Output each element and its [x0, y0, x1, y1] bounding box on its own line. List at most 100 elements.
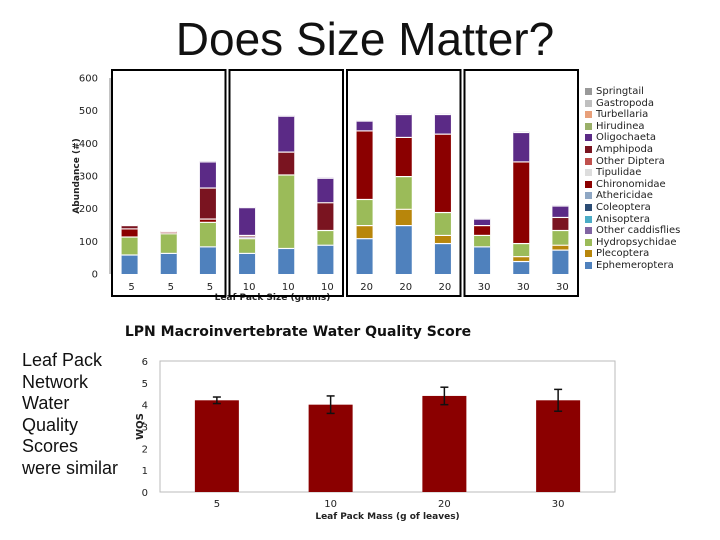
- segment-separator: [552, 229, 569, 232]
- legend-label: Tipulidae: [596, 167, 642, 179]
- segment-separator: [239, 252, 256, 254]
- segment-separator: [434, 242, 451, 245]
- legend-item: Springtail: [585, 86, 715, 98]
- x-tick-label: 30: [517, 282, 530, 293]
- legend-label: Amphipoda: [596, 143, 653, 155]
- x-tick-label: 10: [243, 282, 256, 293]
- segment-separator: [474, 234, 491, 236]
- x-axis-label: Leaf Pack Size (grams): [215, 293, 331, 303]
- wqs-bar: [308, 404, 353, 492]
- bar-segment: [552, 249, 569, 274]
- y-axis-label: WQS: [135, 413, 146, 440]
- bar-segment: [121, 228, 138, 237]
- legend-swatch: [585, 250, 592, 258]
- legend-swatch: [585, 111, 592, 119]
- legend-label: Turbellaria: [596, 109, 649, 121]
- segment-separator: [317, 202, 334, 204]
- bar-segment: [121, 254, 138, 274]
- legend-item: Tipulidae: [585, 167, 715, 179]
- segment-separator: [278, 151, 295, 153]
- bar-segment: [513, 161, 530, 243]
- bar-segment: [356, 238, 373, 274]
- segment-separator: [434, 234, 451, 236]
- segment-separator: [474, 246, 491, 248]
- x-axis-label: Leaf Pack Mass (g of leaves): [315, 512, 459, 522]
- group-frame: [228, 69, 344, 297]
- x-tick-label: 5: [128, 282, 134, 293]
- legend-swatch: [585, 180, 592, 188]
- segment-separator: [513, 260, 530, 263]
- y-tick-label: 200: [79, 204, 98, 215]
- legend-label: Gastropoda: [596, 97, 654, 109]
- bar-segment: [395, 225, 412, 274]
- legend-swatch: [585, 122, 592, 130]
- legend-swatch: [585, 192, 592, 200]
- y-tick-label: 500: [79, 106, 98, 117]
- bar-segment: [434, 211, 451, 235]
- bar-segment: [121, 225, 138, 229]
- segment-separator: [395, 136, 412, 138]
- bar-segment: [239, 238, 256, 253]
- group-frame: [346, 69, 462, 297]
- bar-segment: [395, 113, 412, 137]
- legend-item: Anisoptera: [585, 214, 715, 226]
- segment-separator: [474, 225, 491, 227]
- bar-segment: [552, 244, 569, 250]
- legend-label: Hirudinea: [596, 120, 645, 132]
- bar-segment: [278, 247, 295, 274]
- segment-separator: [434, 133, 451, 135]
- bar-segment: [356, 198, 373, 225]
- y-tick-label: 0: [92, 270, 98, 281]
- segment-separator: [513, 131, 530, 134]
- y-tick-label: 100: [79, 237, 98, 248]
- bar-segment: [552, 229, 569, 245]
- legend-swatch: [585, 99, 592, 107]
- segment-separator: [552, 244, 569, 246]
- bar-segment: [513, 256, 530, 261]
- bar-segment: [317, 229, 334, 245]
- bar-segment: [513, 242, 530, 257]
- segment-separator: [434, 211, 451, 214]
- segment-separator: [239, 234, 256, 236]
- legend-item: Chironomidae: [585, 179, 715, 191]
- segment-separator: [199, 246, 216, 248]
- legend-item: Other Diptera: [585, 156, 715, 168]
- segment-separator: [199, 218, 216, 220]
- segment-separator: [356, 198, 373, 201]
- segment-separator: [317, 177, 334, 179]
- wqs-bar: [194, 400, 239, 492]
- bar-segment: [199, 246, 216, 274]
- segment-separator: [356, 225, 373, 227]
- bar-segment: [474, 218, 491, 225]
- bar-segment: [317, 177, 334, 203]
- y-tick-label: 2: [142, 444, 148, 455]
- segment-separator: [513, 256, 530, 258]
- bar-segment: [199, 221, 216, 247]
- legend-label: Athericidae: [596, 190, 653, 202]
- legend-swatch: [585, 157, 592, 165]
- bar-segment: [317, 244, 334, 274]
- legend-swatch: [585, 215, 592, 223]
- y-tick-label: 5: [142, 379, 148, 390]
- bar-segment: [199, 187, 216, 219]
- segment-separator: [317, 229, 334, 232]
- y-tick-label: 4: [142, 401, 148, 412]
- y-tick-label: 1: [142, 466, 148, 477]
- segment-separator: [239, 238, 256, 240]
- legend-label: Other caddisflies: [596, 225, 681, 237]
- bar-segment: [474, 246, 491, 274]
- legend-item: Plecoptera: [585, 248, 715, 260]
- wqs-bar: [422, 395, 467, 492]
- segment-separator: [552, 205, 569, 207]
- bar-segment: [121, 236, 138, 255]
- x-tick-label: 5: [207, 282, 213, 293]
- legend-label: Oligochaeta: [596, 132, 657, 144]
- wqs-chart-title: LPN Macroinvertebrate Water Quality Scor…: [125, 324, 471, 340]
- bar-segment: [552, 205, 569, 217]
- bar-segment: [513, 260, 530, 274]
- bar-segment: [434, 113, 451, 134]
- x-tick-label: 30: [556, 282, 569, 293]
- legend-item: Coleoptera: [585, 202, 715, 214]
- legend-label: Chironomidae: [596, 178, 666, 190]
- bar-segment: [278, 174, 295, 248]
